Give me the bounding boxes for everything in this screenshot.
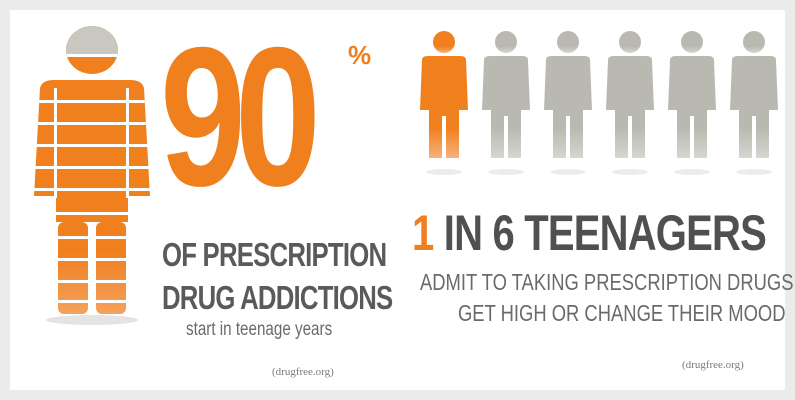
left-heading-line2: DRUG ADDICTIONS — [162, 279, 393, 316]
teen-line1: ADMIT TO TAKING PRESCRIPTION DRUGS TO — [420, 269, 795, 295]
percent-value: 90 — [160, 6, 321, 227]
person-icon — [668, 31, 716, 158]
teen-line2: GET HIGH OR CHANGE THEIR MOOD — [458, 300, 786, 326]
person-striped-icon — [34, 26, 150, 325]
person-icon — [544, 31, 592, 158]
figures-row — [420, 31, 778, 175]
person-icon — [606, 31, 654, 158]
percent-sign: % — [348, 40, 372, 70]
left-subtext: start in teenage years — [186, 319, 333, 340]
teen-headline-text: IN 6 TEENAGERS — [433, 205, 767, 261]
person-icon-highlighted — [420, 31, 468, 158]
teen-headline-number: 1 — [412, 205, 434, 261]
person-icon — [482, 31, 530, 158]
infographic-card — [10, 10, 785, 390]
teen-headline: 1 IN 6 TEENAGERS — [412, 205, 767, 261]
right-source: (drugfree.org) — [682, 359, 744, 371]
left-heading-line1: OF PRESCRIPTION — [162, 236, 387, 273]
left-source: (drugfree.org) — [272, 366, 334, 378]
person-icon — [730, 31, 778, 158]
